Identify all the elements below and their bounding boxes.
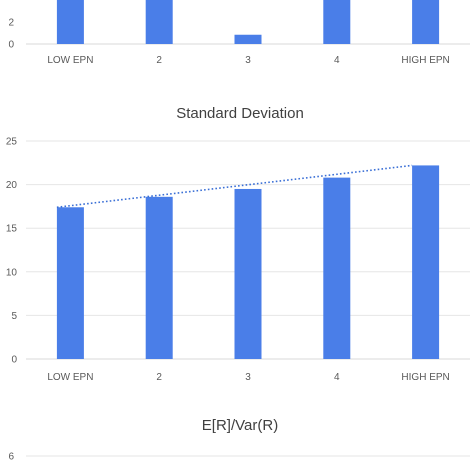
bar — [323, 0, 351, 44]
chart-title: E[R]/Var(R) — [202, 417, 278, 434]
y-tick-label: 0 — [8, 40, 14, 51]
x-tick-label: HIGH EPN — [401, 55, 449, 66]
y-tick-label: 0 — [11, 355, 17, 366]
x-tick-label: 3 — [245, 372, 251, 383]
bar — [56, 207, 84, 359]
x-tick-label: 3 — [245, 55, 251, 66]
bar — [145, 0, 173, 44]
x-tick-label: 2 — [156, 372, 162, 383]
y-tick-label: 15 — [6, 224, 18, 235]
bar — [323, 177, 351, 359]
bar — [412, 165, 440, 359]
x-tick-label: LOW EPN — [47, 372, 93, 383]
y-tick-label: 25 — [6, 137, 18, 148]
x-tick-label: HIGH EPN — [401, 372, 449, 383]
bar — [145, 196, 173, 359]
y-tick-label: 20 — [6, 180, 18, 191]
y-tick-label: 2 — [8, 18, 14, 29]
bar — [56, 0, 84, 44]
y-tick-label: 6 — [8, 452, 14, 463]
x-tick-label: 2 — [156, 55, 162, 66]
x-tick-label: LOW EPN — [47, 55, 93, 66]
x-tick-label: 4 — [334, 372, 340, 383]
chart-title: Standard Deviation — [176, 105, 304, 122]
bar — [234, 34, 262, 44]
y-tick-label: 5 — [11, 311, 17, 322]
bar — [234, 188, 262, 359]
x-tick-label: 4 — [334, 55, 340, 66]
trendline — [56, 164, 413, 209]
bar — [412, 0, 440, 44]
y-tick-label: 10 — [6, 267, 18, 278]
